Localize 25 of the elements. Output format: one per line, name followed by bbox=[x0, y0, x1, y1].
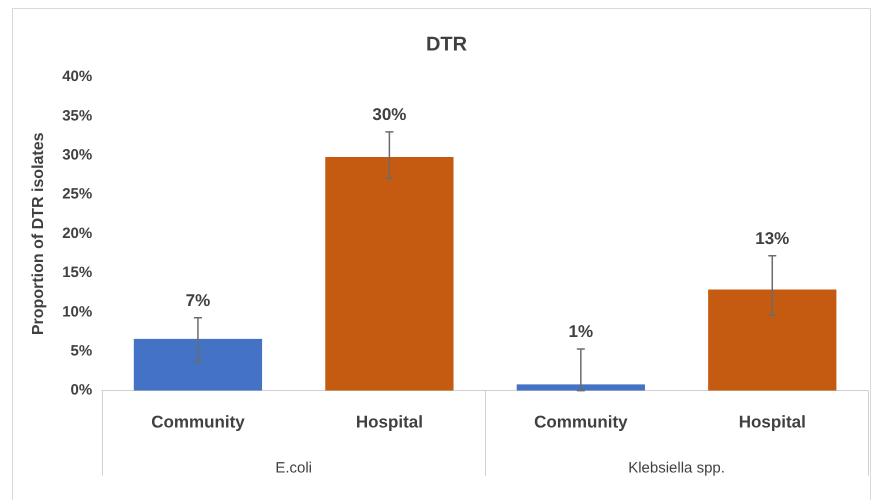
x-tick-label: Hospital bbox=[738, 412, 806, 432]
y-tick-label: 30% bbox=[62, 146, 92, 164]
x-tick-label: Hospital bbox=[356, 412, 423, 432]
y-tick-label: 40% bbox=[62, 68, 92, 86]
bar bbox=[325, 156, 454, 391]
x-tick-label: Community bbox=[534, 412, 628, 432]
text: Klebsiella spp. bbox=[628, 460, 725, 477]
y-tick-label: 0% bbox=[70, 382, 92, 399]
data-label: 7% bbox=[186, 290, 210, 310]
y-tick-label: 5% bbox=[70, 342, 92, 360]
y-tick-label: 20% bbox=[62, 224, 92, 242]
y-tick-label: 15% bbox=[62, 264, 92, 282]
y-tick-label: 25% bbox=[62, 186, 92, 203]
data-label: 13% bbox=[755, 228, 790, 248]
data-label: 1% bbox=[568, 322, 594, 342]
bar bbox=[516, 384, 645, 391]
text: E.coli bbox=[275, 460, 312, 477]
y-tick-label: 10% bbox=[62, 303, 92, 320]
chart-title: DTR bbox=[426, 34, 468, 56]
y-tick-label: 35% bbox=[62, 107, 92, 124]
data-label: 30% bbox=[372, 105, 406, 124]
x-tick-label: Community bbox=[151, 412, 246, 432]
bar bbox=[134, 338, 262, 391]
bar bbox=[708, 289, 836, 391]
y-axis-title: Proportion of DTR isolates bbox=[30, 132, 48, 336]
